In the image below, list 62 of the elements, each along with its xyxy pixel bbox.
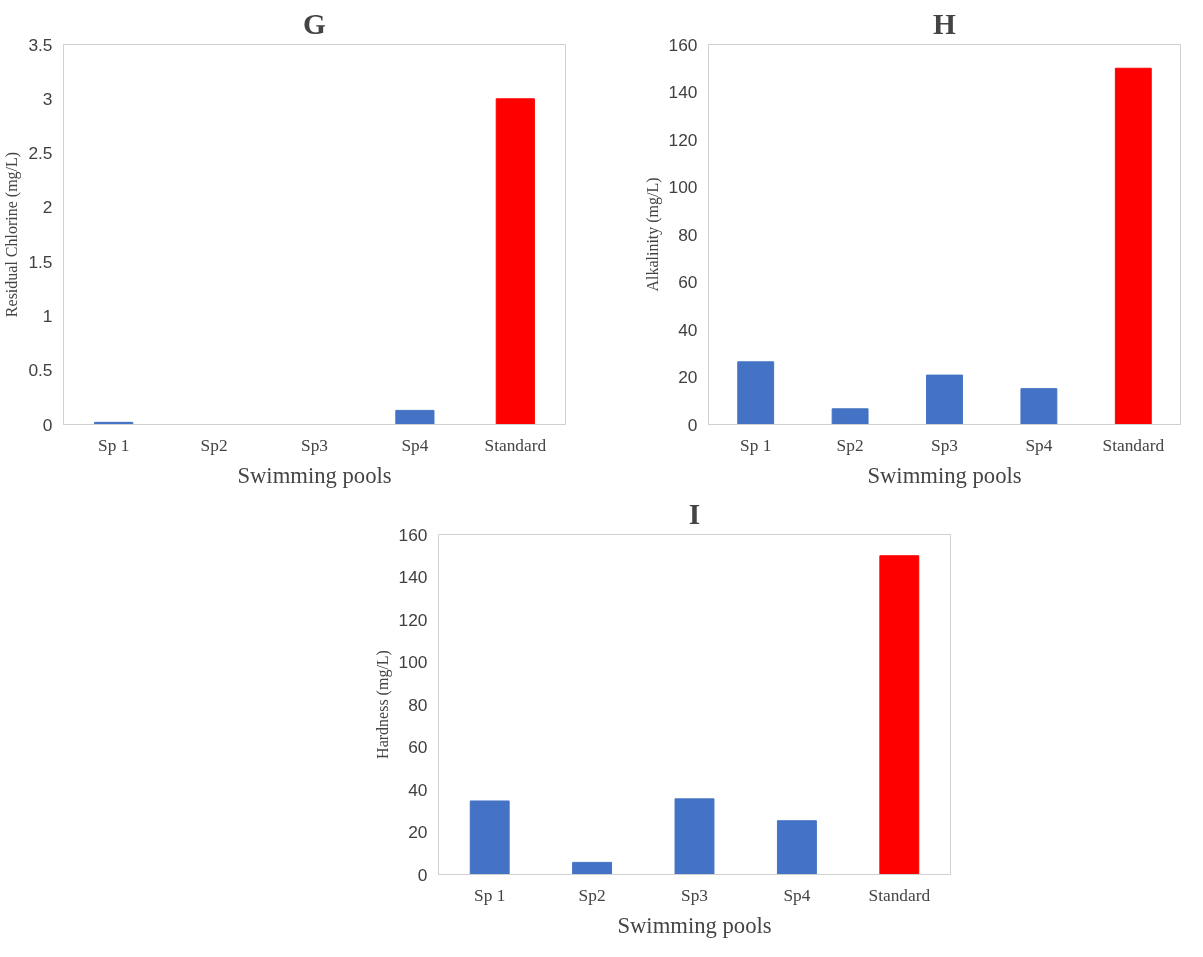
x-tick-label: Standard xyxy=(1102,435,1165,455)
bar xyxy=(469,800,510,875)
x-tick-label: Sp 1 xyxy=(740,435,772,455)
chart-title: H xyxy=(933,7,957,40)
y-tick-label: 3 xyxy=(42,88,53,109)
y-tick-label: 40 xyxy=(678,319,698,340)
x-tick-label: Standard xyxy=(868,885,931,905)
x-tick-label: Sp3 xyxy=(681,885,708,905)
x-tick-label: Sp4 xyxy=(783,885,811,905)
y-tick-label: 0 xyxy=(42,414,53,435)
y-tick-label: 120 xyxy=(668,129,698,150)
y-tick-label: 0.5 xyxy=(28,360,53,381)
bar xyxy=(831,408,869,425)
y-axis-title: Hardness (mg/L) xyxy=(373,650,392,759)
x-tick-label: Sp 1 xyxy=(474,885,506,905)
y-tick-label: 1.5 xyxy=(28,251,53,272)
y-tick-label: 20 xyxy=(408,822,428,842)
y-tick-label: 120 xyxy=(398,609,428,630)
y-axis-title: Alkalinity (mg/L) xyxy=(643,177,662,292)
y-tick-label: 140 xyxy=(668,82,698,102)
x-tick-label: Sp2 xyxy=(578,885,606,905)
y-tick-label: 80 xyxy=(408,694,428,715)
bar xyxy=(879,555,920,875)
y-tick-label: 20 xyxy=(678,367,698,387)
bar xyxy=(674,798,715,875)
x-tick-label: Sp3 xyxy=(301,435,328,455)
bar xyxy=(737,361,775,425)
y-tick-label: 0 xyxy=(687,414,698,435)
y-tick-label: 160 xyxy=(668,34,698,55)
chart-title: I xyxy=(688,497,701,530)
y-tick-label: 140 xyxy=(398,567,428,587)
y-tick-label: 3.5 xyxy=(28,34,53,55)
y-tick-label: 100 xyxy=(668,177,698,197)
x-tick-label: Sp3 xyxy=(931,435,958,455)
chart-title: G xyxy=(303,7,327,40)
bar xyxy=(1020,388,1058,425)
x-tick-label: Sp2 xyxy=(836,435,864,455)
y-tick-label: 2.5 xyxy=(28,143,53,164)
bar xyxy=(495,98,535,425)
y-tick-label: 2 xyxy=(42,197,53,218)
y-tick-label: 1 xyxy=(42,305,53,326)
x-tick-label: Sp4 xyxy=(1025,435,1053,455)
x-tick-label: Sp2 xyxy=(200,435,228,455)
bar xyxy=(776,820,817,875)
bar xyxy=(926,374,963,425)
x-tick-label: Sp4 xyxy=(401,435,429,455)
y-axis-title: Residual Chlorine (mg/L) xyxy=(3,151,22,318)
bar xyxy=(572,861,613,875)
x-tick-label: Sp 1 xyxy=(98,435,130,455)
y-tick-label: 0 xyxy=(417,864,428,885)
y-tick-label: 60 xyxy=(678,272,698,292)
y-tick-label: 160 xyxy=(398,524,428,545)
x-tick-label: Standard xyxy=(484,435,547,455)
y-tick-label: 60 xyxy=(408,737,428,757)
y-tick-label: 80 xyxy=(678,224,698,245)
bar xyxy=(1114,67,1152,425)
bar xyxy=(395,409,435,425)
x-axis-title: Swimming pools xyxy=(617,912,772,938)
x-axis-title: Swimming pools xyxy=(237,462,392,488)
y-tick-label: 40 xyxy=(408,779,428,800)
x-axis-title: Swimming pools xyxy=(867,462,1022,488)
y-tick-label: 100 xyxy=(398,652,428,672)
